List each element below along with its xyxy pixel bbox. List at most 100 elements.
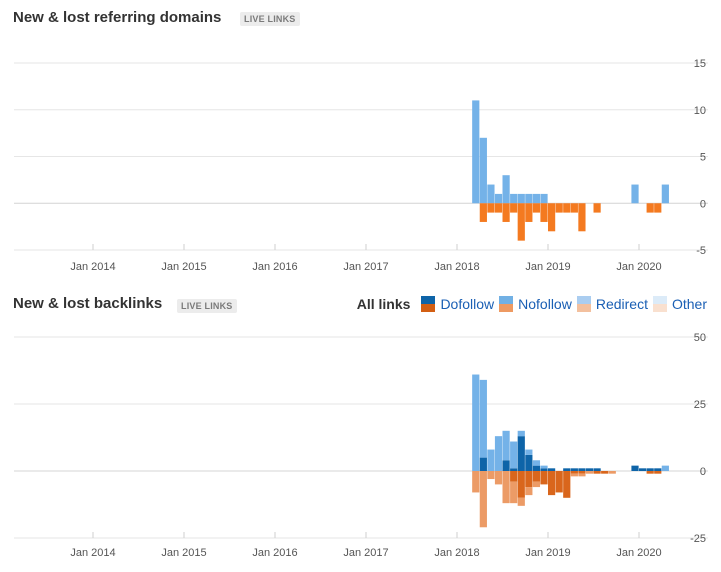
lost-dofollow-bar xyxy=(646,471,654,474)
lost-nofollow-bar xyxy=(517,497,525,506)
link-type-legend: All links Dofollow Nofollow Redirect Oth… xyxy=(357,296,707,312)
lost-dofollow-bar xyxy=(532,471,541,482)
lost-nofollow-bar xyxy=(525,487,533,496)
x-tick-label: Jan 2017 xyxy=(343,547,388,559)
new-nofollow-bar xyxy=(472,374,480,471)
lost-domains-bar xyxy=(502,203,510,222)
y-tick-label: -25 xyxy=(690,533,706,545)
new-nofollow-bar xyxy=(510,441,518,469)
x-tick-label: Jan 2015 xyxy=(161,261,206,273)
new-nofollow-bar xyxy=(525,449,533,455)
lost-dofollow-bar xyxy=(517,471,525,498)
new-dofollow-bar xyxy=(479,457,487,471)
lost-domains-bar xyxy=(646,203,654,213)
referring-domains-title: New & lost referring domains xyxy=(13,9,222,26)
new-dofollow-bar xyxy=(578,468,586,471)
lost-domains-bar xyxy=(525,203,533,222)
new-dofollow-bar xyxy=(585,468,594,471)
legend-label-redirect: Redirect xyxy=(595,296,648,312)
nofollow-swatch xyxy=(499,296,514,312)
lost-domains-bar xyxy=(654,203,662,213)
new-dofollow-bar xyxy=(654,468,662,471)
lost-dofollow-bar xyxy=(510,471,518,482)
lost-dofollow-bar xyxy=(555,471,563,493)
lost-domains-bar xyxy=(593,203,601,213)
new-nofollow-bar xyxy=(517,430,525,437)
new-dofollow-bar xyxy=(540,468,548,471)
new-domains-bar xyxy=(532,193,541,204)
y-tick-label: 0 xyxy=(700,198,706,210)
lost-domains-bar xyxy=(479,203,487,222)
lost-domains-bar xyxy=(532,203,541,213)
new-domains-bar xyxy=(661,184,669,204)
new-dofollow-bar xyxy=(532,465,541,471)
x-tick-label: Jan 2018 xyxy=(434,261,479,273)
new-dofollow-bar xyxy=(570,468,578,471)
new-dofollow-bar xyxy=(510,468,518,471)
legend-label-other: Other xyxy=(671,296,707,312)
new-dofollow-bar xyxy=(639,468,647,471)
new-dofollow-bar xyxy=(502,460,510,471)
x-tick-label: Jan 2019 xyxy=(525,547,570,559)
lost-dofollow-bar xyxy=(563,471,571,498)
legend-item-other[interactable]: Other xyxy=(652,296,707,312)
new-domains-bar xyxy=(517,193,525,204)
new-dofollow-bar xyxy=(563,468,571,471)
x-tick-label: Jan 2015 xyxy=(161,547,206,559)
lost-nofollow-bar xyxy=(494,471,503,485)
lost-nofollow-bar xyxy=(510,481,518,504)
lost-domains-bar xyxy=(555,203,563,213)
lost-domains-bar xyxy=(517,203,525,241)
new-domains-bar xyxy=(631,184,639,204)
new-dofollow-bar xyxy=(548,468,556,471)
lost-domains-bar xyxy=(540,203,548,222)
new-nofollow-bar xyxy=(487,449,495,471)
legend-item-dofollow[interactable]: Dofollow xyxy=(421,296,494,312)
lost-domains-bar xyxy=(570,203,578,213)
x-tick-label: Jan 2016 xyxy=(252,547,297,559)
lost-nofollow-bar xyxy=(532,481,541,488)
lost-domains-bar xyxy=(578,203,586,232)
x-tick-label: Jan 2018 xyxy=(434,547,479,559)
new-domains-bar xyxy=(510,193,518,204)
live-links-badge: LIVE LINKS xyxy=(177,299,237,313)
lost-dofollow-bar xyxy=(548,471,556,496)
y-tick-label: 15 xyxy=(694,58,706,70)
legend-item-nofollow[interactable]: Nofollow xyxy=(499,296,572,312)
lost-nofollow-bar xyxy=(570,473,578,477)
x-tick-label: Jan 2014 xyxy=(70,547,115,559)
lost-nofollow-bar xyxy=(578,473,586,477)
y-tick-label: 25 xyxy=(694,399,706,411)
x-tick-label: Jan 2020 xyxy=(616,547,661,559)
new-domains-bar xyxy=(494,193,503,204)
new-nofollow-bar xyxy=(532,460,541,466)
lost-dofollow-bar xyxy=(654,471,662,474)
lost-domains-bar xyxy=(494,203,503,213)
y-tick-label: 50 xyxy=(694,332,706,344)
lost-domains-bar xyxy=(487,203,495,213)
other-swatch xyxy=(652,296,667,312)
all-links-filter[interactable]: All links xyxy=(356,296,411,312)
referring-domains-chart: 15 10 5 0 -5 Jan 2014 Jan 2015 Jan 2016 Jan 2017… xyxy=(14,58,708,273)
lost-domains-bar xyxy=(563,203,571,213)
lost-dofollow-bar xyxy=(540,471,548,485)
x-tick-label: Jan 2016 xyxy=(252,261,297,273)
new-domains-bar xyxy=(487,184,495,204)
lost-dofollow-bar xyxy=(593,471,601,474)
new-domains-bar xyxy=(525,193,533,204)
new-nofollow-bar xyxy=(540,465,548,469)
legend-item-redirect[interactable]: Redirect xyxy=(576,296,648,312)
y-tick-label: 5 xyxy=(700,152,706,164)
redirect-swatch xyxy=(576,296,591,312)
lost-domains-bar xyxy=(548,203,556,232)
legend-label-dofollow: Dofollow xyxy=(440,296,495,312)
lost-dofollow-bar xyxy=(601,471,609,474)
x-tick-label: Jan 2019 xyxy=(525,261,570,273)
x-tick-label: Jan 2017 xyxy=(343,261,388,273)
dofollow-swatch xyxy=(421,296,436,312)
new-nofollow-bar xyxy=(661,465,669,471)
new-nofollow-bar xyxy=(479,379,487,458)
x-tick-label: Jan 2014 xyxy=(70,261,115,273)
lost-dofollow-bar xyxy=(578,471,586,474)
